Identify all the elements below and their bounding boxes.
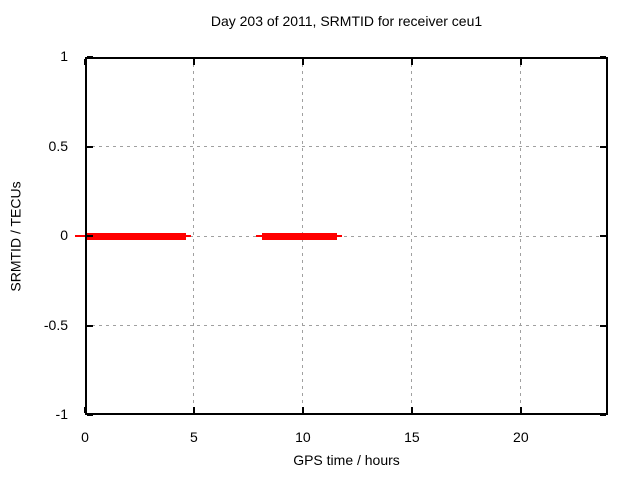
tick-x-bottom-15	[410, 407, 413, 413]
gridline-y--0.5	[85, 325, 608, 326]
tick-x-bottom-10	[301, 407, 304, 413]
y-tick-label-0.5: 0.5	[48, 137, 68, 154]
series-segment-0	[85, 232, 187, 240]
tick-x-top-10	[301, 59, 304, 65]
tick-x-top-5	[192, 59, 195, 65]
tick-y-right--0.5	[600, 324, 606, 327]
tick-y-right-1	[600, 56, 606, 58]
y-tick-label-1: 1	[60, 48, 68, 64]
tick-y-left--0.5	[87, 324, 93, 327]
gridline-y-0.5	[85, 146, 608, 147]
tick-y-left--1	[87, 414, 93, 416]
tick-x-bottom-5	[192, 407, 195, 413]
x-tick-label-5: 5	[190, 429, 198, 445]
x-axis-label: GPS time / hours	[293, 452, 400, 468]
y-tick-label-0: 0	[60, 227, 68, 243]
tick-y-right-0.5	[600, 145, 606, 148]
y-tick-label--0.5: -0.5	[43, 316, 68, 333]
tick-x-bottom-0	[84, 407, 86, 413]
tick-x-top-20	[519, 59, 522, 65]
series-segment-1	[261, 232, 337, 240]
tick-x-top-15	[410, 59, 413, 65]
y-tick-label--1: -1	[55, 406, 68, 422]
plot-area	[75, 56, 608, 416]
x-tick-label-0: 0	[81, 429, 89, 445]
tick-y-left-1	[87, 56, 93, 58]
tick-y-right--1	[600, 414, 606, 416]
tick-y-left-0.5	[87, 145, 93, 148]
gridline-y-0	[85, 235, 608, 237]
x-tick-label-10: 10	[295, 429, 311, 445]
tick-y-left-0	[87, 235, 93, 237]
x-tick-label-15: 15	[404, 429, 420, 445]
chart-title: Day 203 of 2011, SRMTID for receiver ceu…	[210, 13, 483, 29]
tick-y-right-0	[600, 235, 606, 237]
tick-x-bottom-20	[519, 407, 522, 413]
x-tick-label-20: 20	[513, 429, 529, 445]
tick-x-top-0	[84, 59, 86, 65]
